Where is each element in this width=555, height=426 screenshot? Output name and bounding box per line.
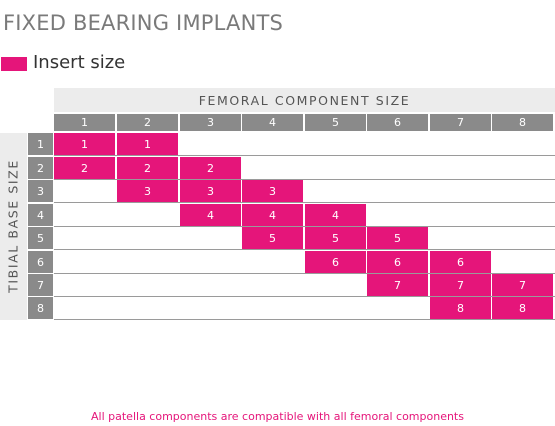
legend-swatch <box>1 57 27 71</box>
insert-size-cell: 4 <box>305 204 366 226</box>
tibial-size-strip <box>0 133 27 320</box>
page-title: FIXED BEARING IMPLANTS <box>3 11 284 35</box>
insert-size-cell: 3 <box>242 180 303 202</box>
row-divider <box>54 226 555 227</box>
insert-size-cell: 6 <box>367 251 428 273</box>
femoral-size-8: 8 <box>492 114 553 131</box>
tibial-size-header: TIBIAL BASE SIZE <box>5 159 21 293</box>
insert-size-cell: 6 <box>430 251 491 273</box>
insert-size-cell: 1 <box>54 133 115 155</box>
insert-size-cell: 7 <box>367 274 428 296</box>
tibial-size-2: 2 <box>28 157 53 179</box>
insert-size-cell: 5 <box>305 227 366 249</box>
tibial-size-4: 4 <box>28 204 53 226</box>
row-divider <box>54 202 555 203</box>
row-divider <box>54 273 555 274</box>
insert-size-cell: 3 <box>117 180 178 202</box>
tibial-size-8: 8 <box>28 297 53 319</box>
tibial-size-3: 3 <box>28 180 53 202</box>
insert-size-cell: 2 <box>54 157 115 179</box>
footnote: All patella components are compatible wi… <box>91 410 464 423</box>
insert-size-cell: 6 <box>305 251 366 273</box>
insert-size-cell: 5 <box>367 227 428 249</box>
femoral-size-1: 1 <box>54 114 115 131</box>
femoral-size-6: 6 <box>367 114 428 131</box>
femoral-size-4: 4 <box>242 114 303 131</box>
femoral-size-3: 3 <box>180 114 241 131</box>
row-divider <box>54 319 555 320</box>
insert-size-cell: 8 <box>492 297 553 319</box>
femoral-size-5: 5 <box>305 114 366 131</box>
legend-label: Insert size <box>33 52 126 73</box>
insert-size-cell: 2 <box>180 157 241 179</box>
insert-size-cell: 5 <box>242 227 303 249</box>
row-divider <box>54 249 555 250</box>
insert-size-cell: 8 <box>430 297 491 319</box>
insert-size-cell: 7 <box>492 274 553 296</box>
insert-size-cell: 1 <box>117 133 178 155</box>
insert-size-cell: 2 <box>117 157 178 179</box>
insert-size-cell: 3 <box>180 180 241 202</box>
femoral-size-7: 7 <box>430 114 491 131</box>
row-divider <box>54 179 555 180</box>
insert-size-cell: 4 <box>180 204 241 226</box>
insert-size-cell: 7 <box>430 274 491 296</box>
row-divider <box>54 296 555 297</box>
tibial-size-6: 6 <box>28 251 53 273</box>
femoral-size-2: 2 <box>117 114 178 131</box>
tibial-size-5: 5 <box>28 227 53 249</box>
femoral-size-header: FEMORAL COMPONENT SIZE <box>54 88 555 112</box>
row-divider <box>54 155 555 156</box>
insert-size-cell: 4 <box>242 204 303 226</box>
tibial-size-7: 7 <box>28 274 53 296</box>
tibial-size-1: 1 <box>28 133 53 155</box>
